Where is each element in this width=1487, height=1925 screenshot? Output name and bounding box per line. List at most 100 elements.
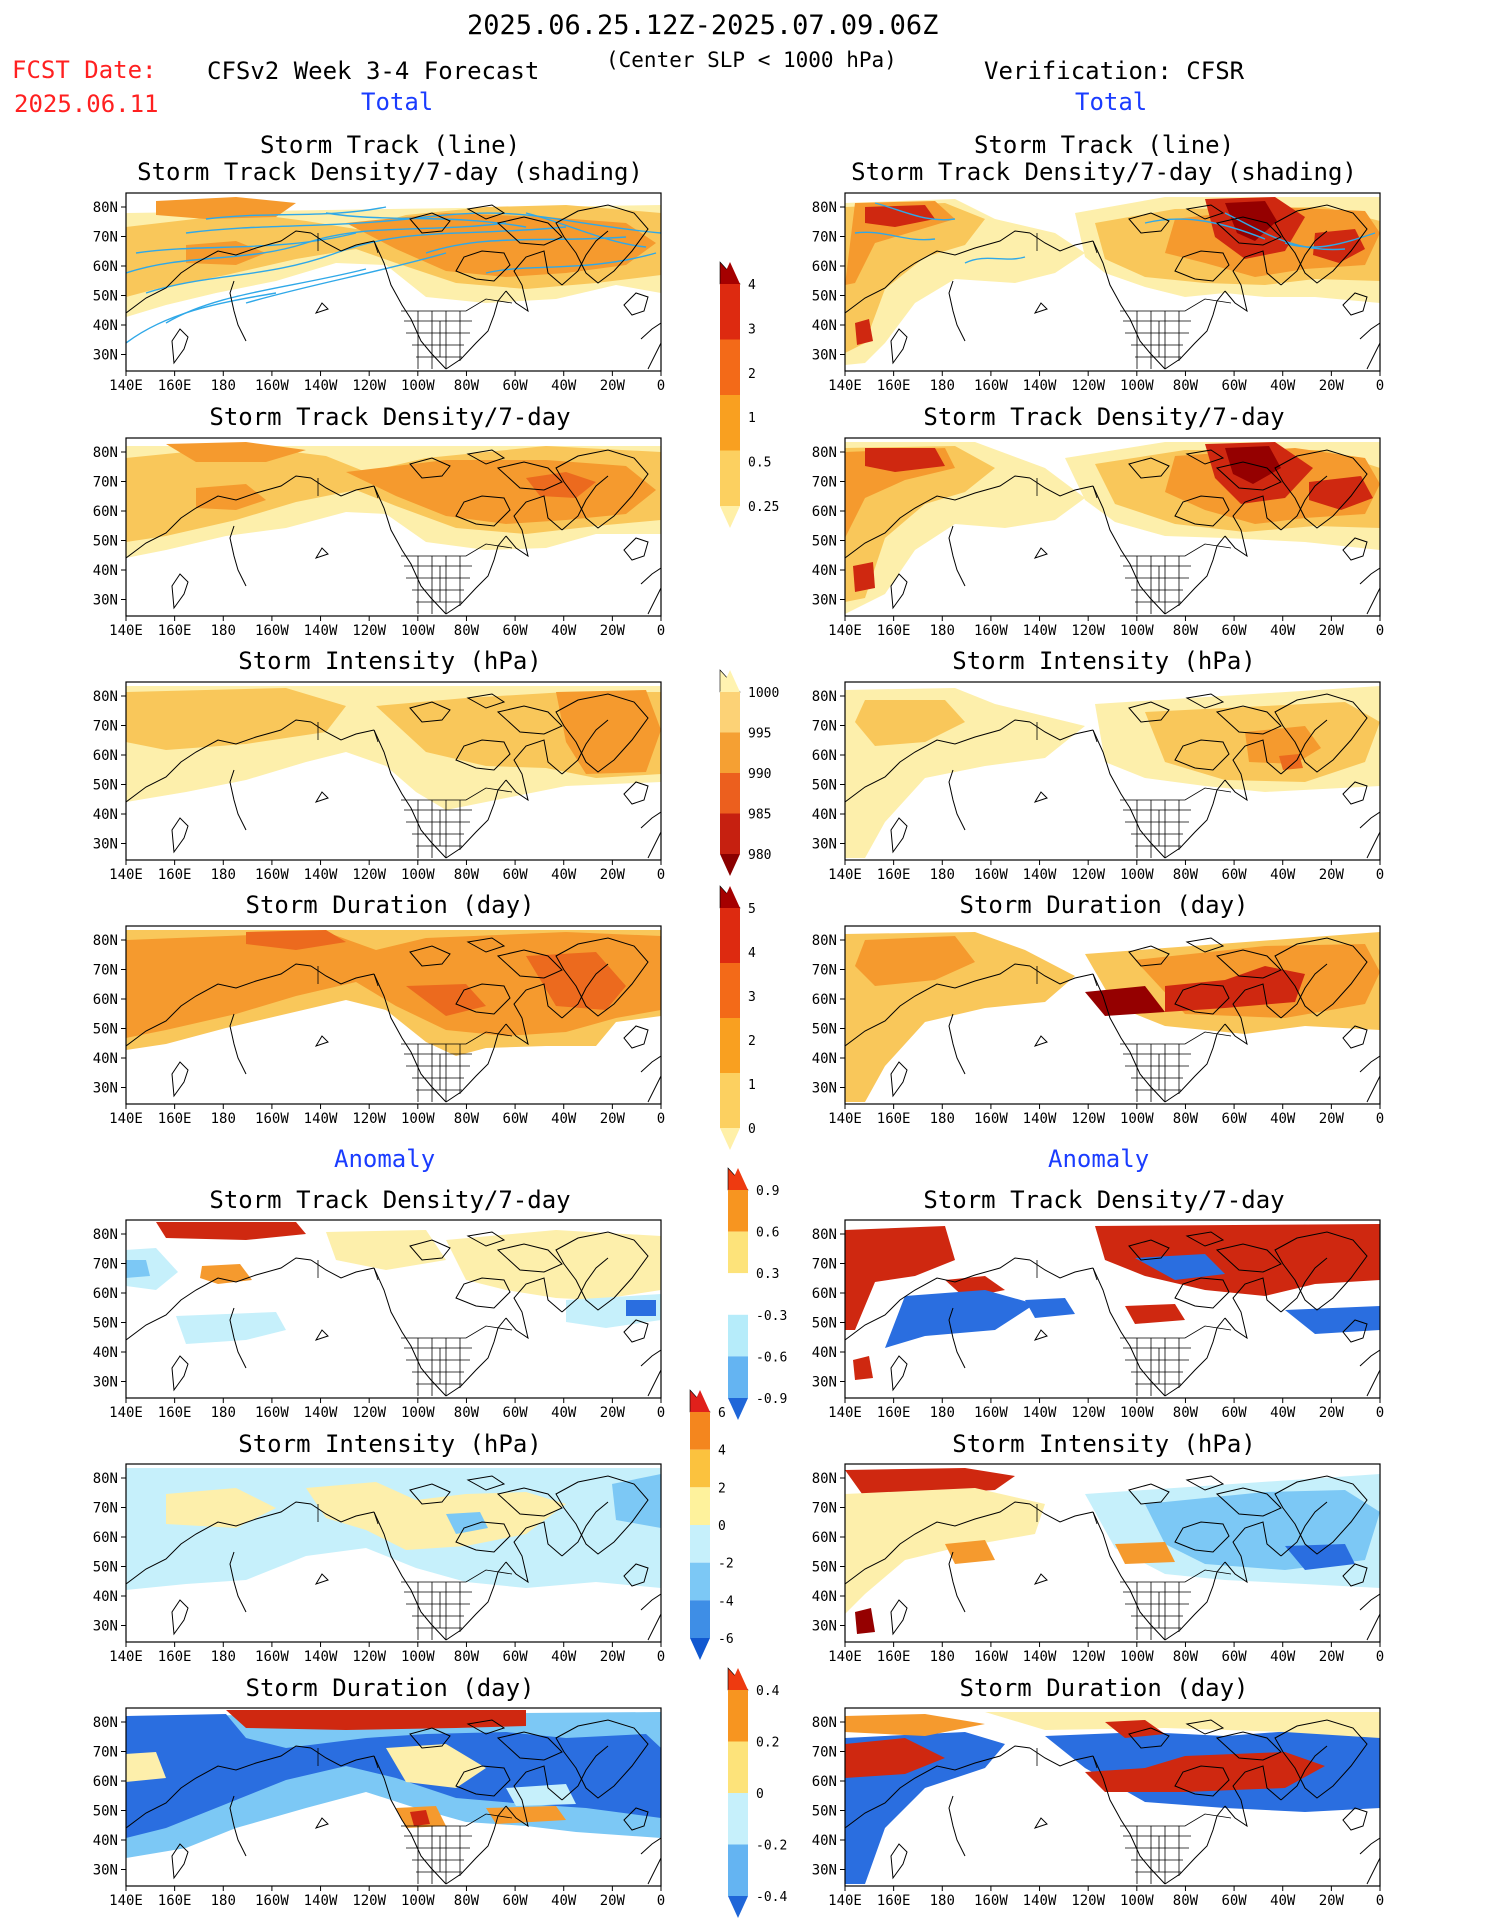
map-frame	[125, 1219, 662, 1399]
coastline	[314, 302, 329, 314]
title-density-left: Storm Track Density/7-day	[209, 403, 571, 431]
title-track-line-left: Storm Track (line)	[259, 131, 521, 159]
coastline	[1033, 1817, 1048, 1829]
lat-label: 60N	[93, 1774, 118, 1790]
colorbar-segment	[720, 1073, 740, 1128]
lon-label: 160W	[974, 867, 1008, 883]
map-frame	[844, 437, 1381, 617]
lat-label: 80N	[93, 445, 118, 461]
coastline	[1342, 1025, 1368, 1049]
lat-label: 60N	[93, 1530, 118, 1546]
colorbar-label: 2	[718, 1481, 726, 1496]
coastline	[310, 232, 375, 252]
coastline	[455, 1521, 511, 1553]
state-border	[401, 1325, 513, 1339]
shade-warm-deep	[246, 930, 346, 950]
coastline	[505, 739, 563, 802]
colorbar-cap-bottom	[728, 1398, 748, 1420]
coastline	[1274, 693, 1368, 773]
colorbar-label: 0.2	[756, 1736, 779, 1751]
colorbar-segment	[720, 908, 740, 963]
lat-label: 80N	[93, 689, 118, 705]
lon-label: 40W	[1270, 1893, 1296, 1909]
shade-warm-red	[1105, 1720, 1165, 1738]
shade-warm-orange	[845, 1714, 985, 1736]
lat-label: 40N	[812, 563, 837, 579]
coastline	[1215, 1731, 1282, 1761]
model-title: CFSv2 Week 3-4 Forecast	[207, 57, 540, 85]
title-track-shading-left: Storm Track Density/7-day (shading)	[137, 158, 643, 186]
colorbar-segment	[720, 963, 740, 1018]
lon-label: 80W	[1173, 623, 1199, 639]
lon-label: 160E	[877, 623, 911, 639]
coastline	[1215, 1487, 1282, 1517]
lon-label: 80W	[454, 378, 480, 394]
lon-label: 180	[930, 378, 955, 394]
colorbar-label: 0.3	[756, 1267, 779, 1282]
shade-warm-light	[306, 1482, 566, 1550]
lon-label: 0	[1376, 378, 1384, 394]
lat-label: 70N	[812, 230, 837, 246]
lon-label: 160E	[877, 1893, 911, 1909]
colorbar-label: 3	[748, 322, 756, 337]
coastline	[1092, 1755, 1166, 1885]
colorbar-label: -0.6	[756, 1350, 787, 1365]
lon-label: 0	[657, 1405, 665, 1421]
lat-label: 80N	[93, 933, 118, 949]
lat-label: 80N	[93, 1227, 118, 1243]
title-anom-duration-right: Storm Duration (day)	[959, 1674, 1249, 1702]
state-border	[1120, 1031, 1232, 1045]
shade-warm-red	[853, 562, 875, 592]
coastline	[1215, 1243, 1282, 1273]
coastline	[1224, 1765, 1282, 1828]
fcst-date-label: FCST Date:	[12, 56, 157, 84]
map-intensity-verification: 80N 70N 60N 50N 40N 30N 140E 160E 180 160W 140W 120…	[795, 674, 1410, 886]
lat-label: 40N	[93, 1051, 118, 1067]
coastline	[1359, 567, 1380, 585]
lon-label: 160W	[255, 1893, 289, 1909]
state-border	[401, 787, 513, 801]
coastline	[948, 1795, 966, 1857]
lon-label: 140E	[109, 1405, 143, 1421]
coastline	[1342, 1807, 1368, 1831]
lon-label: 40W	[551, 1405, 577, 1421]
coastline	[1359, 1349, 1380, 1367]
lat-label: 80N	[93, 1715, 118, 1731]
lon-label: 160E	[877, 378, 911, 394]
coastline	[455, 983, 511, 1015]
lat-label: 30N	[812, 593, 837, 609]
coastline	[1029, 721, 1094, 741]
coastline	[373, 973, 447, 1103]
colorbar-segment	[728, 1273, 748, 1315]
colorbar-label: 985	[748, 808, 771, 823]
colorbar-label: 980	[748, 848, 771, 863]
lat-label: 50N	[812, 534, 837, 550]
state-border	[1092, 1267, 1098, 1281]
lat-label: 50N	[812, 1804, 837, 1820]
map-storm-track-verification: 80N 70N 60N 50N 40N 30N 140E 160E 180 160W 140W 120…	[795, 185, 1410, 397]
coastline	[505, 1277, 563, 1340]
storm-track-line	[145, 226, 567, 294]
lon-label: 0	[657, 1893, 665, 1909]
shade-cool-light	[126, 1248, 178, 1290]
coastline	[1029, 1259, 1094, 1279]
lon-label: 120W	[1071, 1649, 1105, 1665]
shade-warm-red	[1165, 966, 1305, 1012]
shade-warm-orange	[346, 460, 656, 524]
total-label-left: Total	[361, 88, 434, 116]
title-anom-intensity-right: Storm Intensity (hPa)	[952, 1430, 1256, 1458]
lat-label: 30N	[812, 1081, 837, 1097]
lon-label: 120W	[1071, 867, 1105, 883]
coastline	[373, 1511, 447, 1641]
coastline	[845, 719, 1031, 803]
lon-label: 160E	[158, 1893, 192, 1909]
shade-warm-light	[326, 1230, 446, 1270]
map-frame	[125, 925, 662, 1105]
colorbar-cap-top	[720, 262, 740, 284]
coastline	[555, 937, 649, 1017]
lon-label: 160W	[255, 1111, 289, 1127]
coastline	[890, 817, 908, 854]
lon-label: 140E	[109, 378, 143, 394]
coastline	[1342, 1319, 1368, 1343]
coastline	[1342, 781, 1368, 805]
